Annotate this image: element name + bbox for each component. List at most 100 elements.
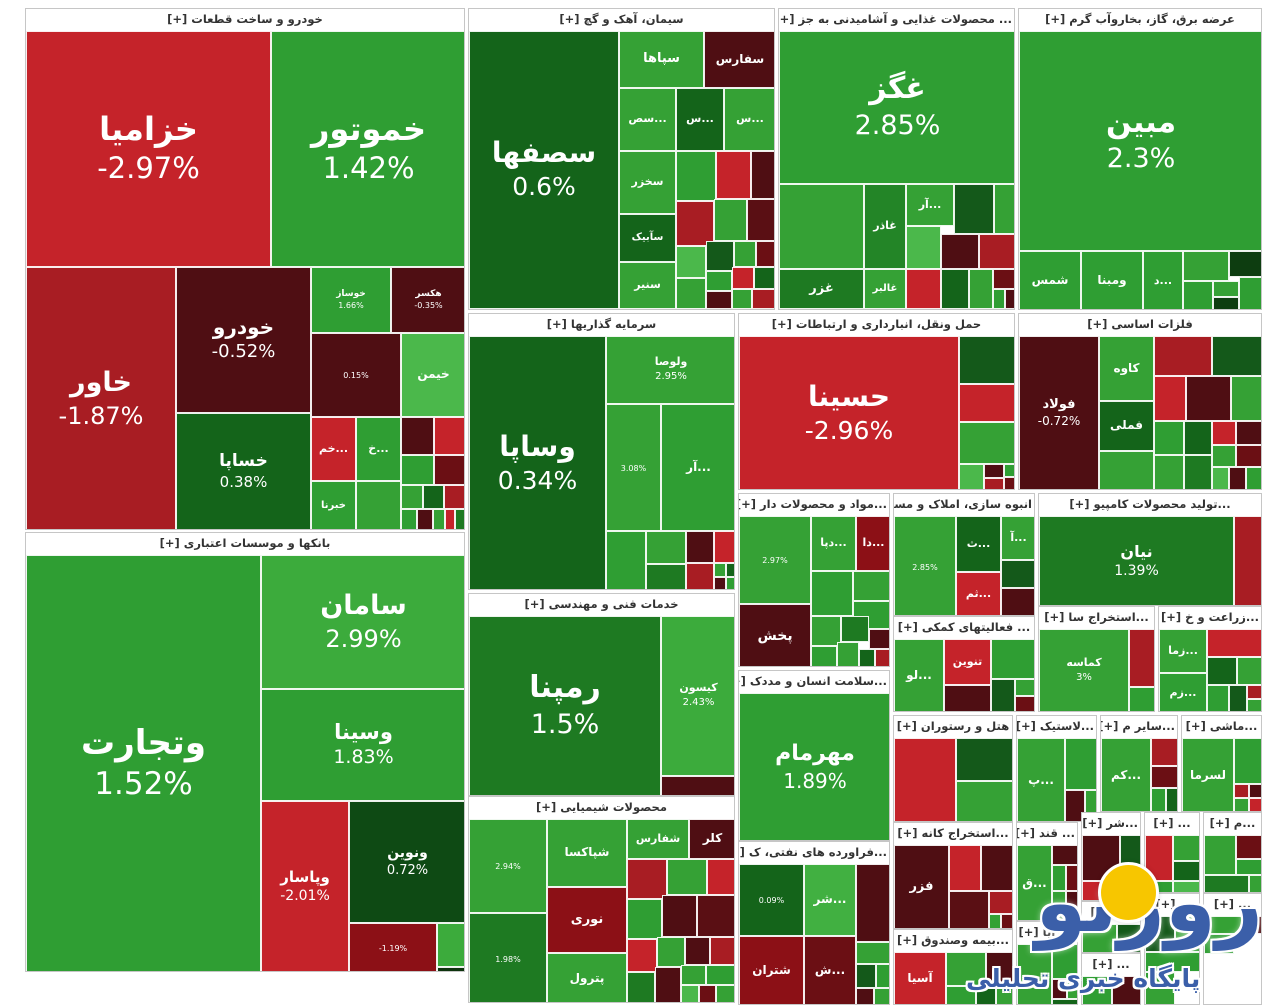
sector-title[interactable]: ...سایر م [+] [1101,716,1177,737]
treemap-cell[interactable] [1066,891,1077,907]
treemap-cell[interactable] [1112,976,1140,1004]
treemap-cell[interactable] [811,616,841,646]
treemap-cell[interactable]: خساپا 0.38% [176,413,311,529]
treemap-cell[interactable] [959,384,1014,422]
sector-title[interactable]: ...ماشی [+] [1182,716,1261,737]
treemap-cell[interactable]: شپاکسا [547,819,627,887]
treemap-cell[interactable]: شمس [1019,251,1081,309]
treemap-cell[interactable] [1082,976,1112,1004]
treemap-cell[interactable] [811,571,853,616]
treemap-cell[interactable] [1237,657,1261,685]
treemap-cell[interactable] [1017,944,1052,1004]
treemap-cell[interactable]: غاذر [864,184,906,269]
treemap-cell[interactable]: ...س [724,88,774,151]
treemap-cell[interactable] [1213,297,1239,309]
treemap-cell[interactable] [1236,445,1261,467]
treemap-cell[interactable] [716,151,751,199]
treemap-cell[interactable] [1122,881,1140,900]
treemap-cell[interactable] [959,422,1014,464]
sector-title[interactable]: عرضه برق، گاز، بخاروآب گرم [+] [1019,9,1261,30]
treemap-cell[interactable] [959,336,1014,384]
treemap-cell[interactable] [1001,588,1034,615]
treemap-cell[interactable] [1082,881,1102,900]
treemap-cell[interactable] [994,184,1014,234]
treemap-cell[interactable] [676,278,706,309]
treemap-cell[interactable] [1052,865,1066,891]
treemap-cell[interactable]: غالبر [864,269,906,309]
treemap-cell[interactable] [1186,376,1231,421]
treemap-cell[interactable] [859,649,875,666]
treemap-cell[interactable] [627,899,662,939]
treemap-cell[interactable]: شفارس [627,819,689,859]
treemap-cell[interactable] [1173,881,1199,892]
treemap-cell[interactable] [627,859,667,899]
sector-title[interactable]: ... [+] [1082,954,1140,975]
treemap-cell[interactable] [401,455,434,485]
treemap-cell[interactable] [732,289,752,309]
treemap-cell[interactable] [837,642,859,666]
treemap-cell[interactable] [706,965,734,985]
treemap-cell[interactable] [1212,445,1236,467]
treemap-cell[interactable] [1145,835,1173,881]
treemap-cell[interactable] [1102,881,1122,900]
treemap-cell[interactable]: هکسر -0.35% [391,267,464,333]
treemap-cell[interactable] [1052,944,1077,979]
treemap-cell[interactable] [714,531,734,563]
treemap-cell[interactable] [751,151,774,199]
sector-title[interactable]: حمل ونقل، انبارداری و ارتباطات [+] [739,314,1014,335]
treemap-cell[interactable] [1246,467,1261,489]
treemap-cell[interactable] [1129,629,1154,687]
treemap-cell[interactable] [956,781,1012,821]
treemap-cell[interactable] [1065,738,1096,790]
treemap-cell[interactable] [455,509,464,529]
treemap-cell[interactable]: ومبنا [1081,251,1143,309]
treemap-cell[interactable] [976,986,996,1004]
treemap-cell[interactable]: ...سص [619,88,676,151]
treemap-cell[interactable] [714,563,726,577]
treemap-cell[interactable]: رمپنا 1.5% [469,616,661,795]
treemap-cell[interactable] [676,201,714,246]
treemap-cell[interactable] [1004,477,1014,489]
treemap-cell[interactable] [655,967,681,1002]
treemap-cell[interactable] [1234,516,1261,605]
treemap-cell[interactable]: پترول [547,953,627,1002]
sector-title[interactable]: بانکها و موسسات اعتباری [+] [26,533,464,554]
treemap-cell[interactable]: کماسه 3% [1039,629,1129,711]
treemap-cell[interactable] [1207,657,1237,685]
treemap-cell[interactable] [856,988,874,1004]
treemap-cell[interactable] [1151,738,1177,766]
treemap-cell[interactable] [627,939,657,972]
treemap-cell[interactable] [1052,845,1077,865]
treemap-cell[interactable] [699,985,716,1002]
treemap-cell[interactable]: ولوصا 2.95% [606,336,734,404]
treemap-cell[interactable] [606,531,646,589]
treemap-cell[interactable] [401,485,423,509]
treemap-cell[interactable]: فولاد -0.72% [1019,336,1099,489]
sector-title[interactable]: ...بیمه وصندوق [+] [894,930,1012,951]
treemap-cell[interactable] [1129,687,1154,711]
treemap-cell[interactable] [984,478,1004,489]
sector-title[interactable]: ...ا [+] [1082,902,1140,923]
treemap-cell[interactable] [752,289,774,309]
treemap-cell[interactable]: وپاسار -2.01% [261,801,349,971]
treemap-cell[interactable]: ...آر [661,404,734,531]
treemap-cell[interactable] [856,864,889,942]
treemap-cell[interactable]: ...آر [906,184,954,226]
treemap-cell[interactable] [853,571,889,601]
treemap-cell[interactable]: خاور -1.87% [26,267,176,529]
treemap-cell[interactable]: غگز 2.85% [779,31,1014,184]
treemap-cell[interactable]: وسینا 1.83% [261,689,464,801]
treemap-cell[interactable] [1082,835,1120,881]
treemap-cell[interactable] [747,199,774,241]
treemap-cell[interactable] [1145,952,1199,972]
treemap-cell[interactable] [1065,790,1085,821]
treemap-cell[interactable] [1001,560,1034,588]
treemap-cell[interactable]: شتران [739,936,804,1004]
treemap-cell[interactable] [686,563,714,589]
treemap-cell[interactable] [1173,835,1199,861]
treemap-cell[interactable] [1015,679,1034,696]
treemap-cell[interactable] [706,291,732,309]
treemap-cell[interactable] [1231,376,1261,421]
treemap-cell[interactable] [841,616,869,642]
treemap-cell[interactable] [734,241,756,267]
